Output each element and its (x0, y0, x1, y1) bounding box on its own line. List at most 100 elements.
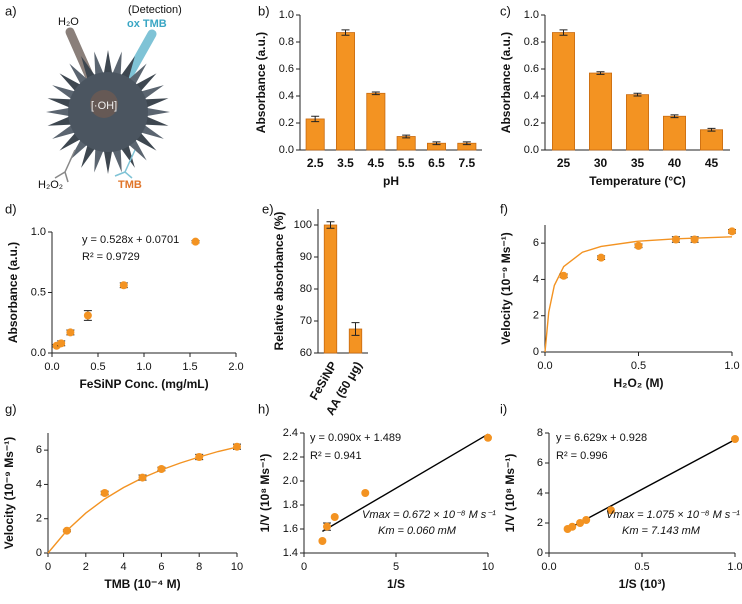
y-axis-label: Relative absorbance (%) (272, 212, 286, 351)
chart: c) 0.0 0.2 0.4 0.6 0.8 1.0 Absorbance (a.u.) Tem… (499, 3, 730, 188)
x-axis-label: FeSiNP Conc. (mg/mL) (79, 377, 208, 391)
x-tick-label: 4.5 (367, 156, 384, 170)
y-tick-label: 1.0 (31, 226, 46, 238)
point (318, 537, 327, 545)
spike (141, 98, 169, 109)
y-tick-label: 80 (300, 283, 312, 295)
y-tick-label: 0.0 (31, 347, 46, 359)
x-tick-label: 1.0 (724, 360, 739, 372)
y-tick-label: 4 (36, 478, 42, 490)
tmb-line (114, 149, 136, 179)
point (690, 235, 699, 244)
fit-line (567, 438, 736, 530)
panel-label: i) (500, 401, 507, 416)
x-tick-label: 0.0 (537, 360, 552, 372)
y-tick-label: 1.0 (279, 9, 294, 21)
error-bar (371, 91, 380, 96)
y-tick-label: 0 (36, 547, 42, 559)
x-tick-label: 30 (594, 156, 608, 170)
x-tick-label: 35 (631, 156, 645, 170)
error-bar (402, 134, 411, 139)
fit-line (47, 446, 238, 554)
annotation: Km = 7.143 mM (622, 525, 701, 537)
chart: i) 0 2 4 6 8 0.0 0.5 1.0 1/V (10⁸ Ms⁻¹) 1/S (10³) y… (500, 401, 742, 591)
y-tick-label: 6 (537, 457, 543, 469)
x-tick-label: 10 (482, 561, 494, 573)
x-axis-label: 1/S (387, 577, 405, 591)
y-tick-label: 0 (533, 346, 539, 358)
panel-label: h) (258, 401, 270, 416)
label: ox TMB (127, 18, 167, 30)
point (606, 506, 615, 515)
x-tick-label: 25 (557, 156, 571, 170)
x-tick-label: 3.5 (337, 156, 354, 170)
point (195, 453, 204, 461)
label: TMB (118, 179, 142, 191)
point (233, 442, 241, 451)
fit-line (322, 433, 489, 533)
annotation: Vmax = 0.672 × 10⁻⁸ M s⁻¹ (362, 509, 496, 521)
error-bar (559, 29, 568, 36)
y-tick-label: 70 (300, 315, 312, 327)
x-tick-label: 6.5 (428, 156, 445, 170)
point (83, 311, 92, 320)
bar (335, 32, 355, 151)
panel-label: f) (500, 201, 508, 216)
x-tick-label: 5 (393, 561, 399, 573)
point (559, 271, 568, 280)
point (634, 241, 643, 250)
panel-label: c) (500, 3, 511, 18)
spike (46, 107, 73, 117)
error-bar (633, 92, 642, 97)
x-tick-label: 5.5 (398, 156, 415, 170)
annotation: y = 0.528x + 0.0701 (82, 234, 179, 246)
x-tick-label: 0.0 (541, 561, 556, 573)
chart: f) 0 2 4 6 0.0 0.5 1.0 Velocity (10⁻⁹ Ms⁻¹) H₂O₂ … (499, 201, 739, 390)
label: (Detection) (128, 4, 182, 16)
bar (552, 32, 576, 151)
y-tick-label: 0.6 (279, 63, 294, 75)
y-tick-label: 0.8 (524, 36, 539, 48)
spike (103, 50, 113, 77)
point (191, 237, 200, 246)
y-tick-label: 8 (537, 427, 543, 439)
x-axis-label: Temperature (°C) (589, 174, 686, 188)
point (728, 227, 736, 236)
label: H₂O₂ (38, 179, 63, 191)
y-tick-label: 6 (36, 444, 42, 456)
bar (366, 92, 386, 151)
panel-label: b) (258, 3, 270, 18)
y-tick-label: 4 (537, 487, 543, 499)
panel-label: g) (5, 401, 17, 416)
point (66, 328, 75, 337)
x-tick-label: 2.0 (228, 361, 243, 373)
annotation: R² = 0.9729 (82, 251, 140, 263)
error-bar (462, 141, 471, 146)
y-tick-label: 0.2 (279, 117, 294, 129)
bar (589, 72, 613, 151)
point (582, 516, 591, 524)
y-tick-label: 0.0 (524, 144, 539, 156)
error-bar (311, 115, 320, 123)
annotation: y = 0.090x + 1.489 (310, 432, 401, 444)
y-tick-label: 2.4 (283, 427, 298, 439)
h2o2-line (54, 149, 76, 183)
annotation: Km = 0.060 mM (378, 525, 457, 537)
spike (47, 98, 75, 109)
bar (700, 129, 724, 151)
x-tick-label: 40 (668, 156, 682, 170)
fit-line (544, 236, 733, 353)
x-tick-label: 7.5 (458, 156, 475, 170)
x-axis-label: H₂O₂ (M) (614, 376, 664, 390)
spike (141, 115, 169, 126)
y-tick-label: 2 (533, 310, 539, 322)
bar (396, 136, 416, 151)
error-bar (341, 29, 350, 36)
point (576, 519, 585, 527)
error-bar (432, 141, 441, 146)
error-bar (670, 114, 679, 119)
y-tick-label: 1.0 (524, 9, 539, 21)
error-bar (707, 127, 716, 132)
x-tick-label: 1.0 (136, 361, 151, 373)
